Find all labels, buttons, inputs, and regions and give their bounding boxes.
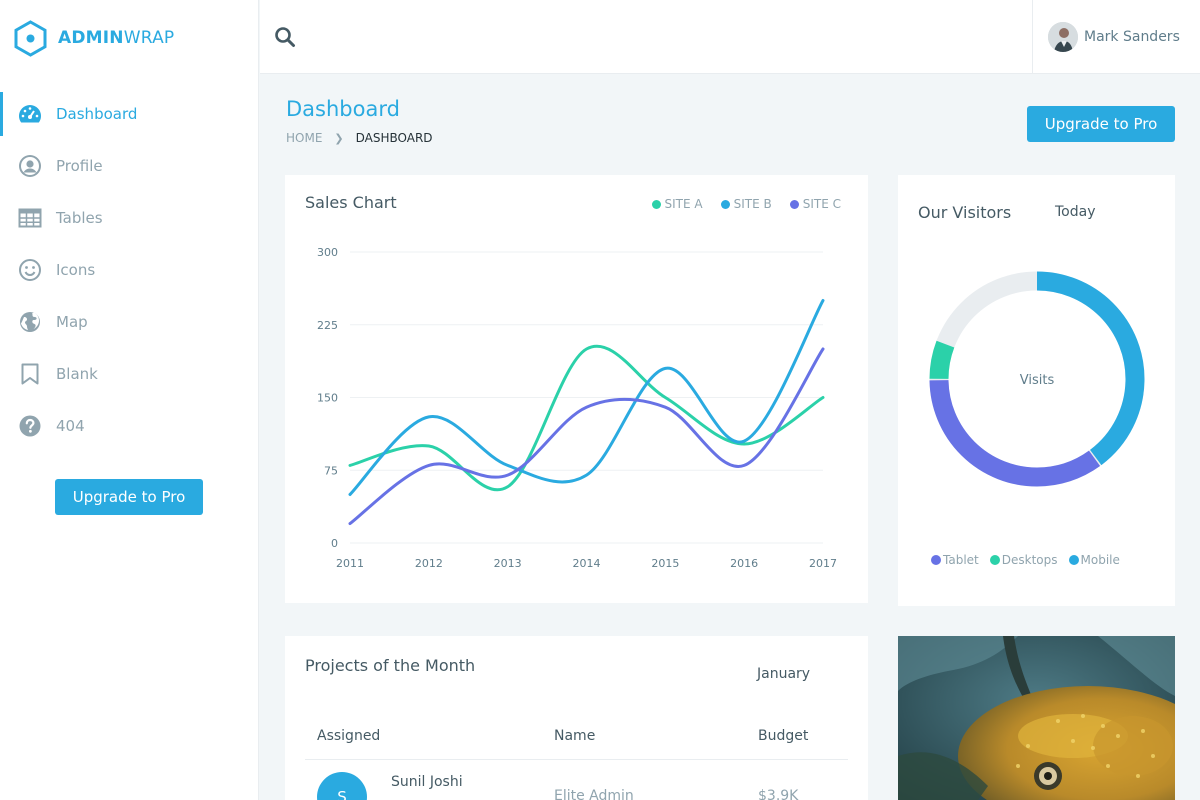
brand-logo[interactable]: ADMINWRAP xyxy=(14,19,175,57)
column-header-assigned: Assigned xyxy=(317,728,381,744)
sidebar-item-map[interactable]: Map xyxy=(0,296,259,348)
x-tick-label: 2014 xyxy=(573,557,601,570)
x-tick-label: 2012 xyxy=(415,557,443,570)
breadcrumb-home[interactable]: HOME xyxy=(286,131,323,145)
sidebar: ADMINWRAP Dashboard Profile Tables Icons xyxy=(0,0,259,800)
project-name: Elite Admin xyxy=(554,788,634,800)
sidebar-nav: Dashboard Profile Tables Icons Map xyxy=(0,88,259,452)
donut-slice-tablet xyxy=(929,271,1145,487)
sales-chart-legend: SITE A SITE B SITE C xyxy=(634,197,841,211)
legend-dot xyxy=(989,555,1000,565)
x-tick-label: 2016 xyxy=(730,557,758,570)
sales-chart-card: 0 75 150 225 300 2011 2012 2013 2014 2015 2016 2017… xyxy=(285,175,868,603)
sales-chart-title: Sales Chart xyxy=(305,193,397,212)
question-circle-icon xyxy=(18,414,42,438)
visitors-title: Our Visitors xyxy=(918,203,1012,222)
header-upgrade-button[interactable]: Upgrade to Pro xyxy=(1027,106,1175,142)
user-circle-icon xyxy=(18,154,42,178)
crab-photo-card xyxy=(898,636,1175,800)
sidebar-item-404[interactable]: 404 xyxy=(0,400,259,452)
legend-item-site-b: SITE B xyxy=(720,197,772,211)
legend-dot xyxy=(720,199,730,209)
projects-card: Projects of the Month January Assigned N… xyxy=(285,636,868,800)
legend-dot xyxy=(789,199,799,209)
series-line-site-c xyxy=(348,347,825,526)
sidebar-item-label: Map xyxy=(56,313,88,331)
y-tick-label: 75 xyxy=(324,464,338,477)
visitors-legend: Tablet Desktops Mobile xyxy=(931,553,1131,567)
sidebar-item-label: Blank xyxy=(56,365,98,383)
legend-item-desktops: Desktops xyxy=(989,553,1058,567)
sidebar-item-label: Tables xyxy=(56,209,103,227)
search-icon[interactable] xyxy=(274,26,296,48)
legend-label: SITE B xyxy=(733,197,772,211)
y-tick-label: 0 xyxy=(331,537,338,550)
topbar: Mark Sanders xyxy=(260,0,1200,74)
legend-item-tablet: Tablet xyxy=(931,553,979,567)
legend-label: SITE C xyxy=(802,197,841,211)
sidebar-item-label: Profile xyxy=(56,157,103,175)
projects-title: Projects of the Month xyxy=(305,656,476,675)
y-tick-label: 150 xyxy=(317,392,338,405)
legend-label: Mobile xyxy=(1080,553,1120,567)
y-tick-label: 300 xyxy=(317,246,338,259)
x-tick-label: 2015 xyxy=(651,557,679,570)
sidebar-item-blank[interactable]: Blank xyxy=(0,348,259,400)
legend-item-mobile: Mobile xyxy=(1068,553,1120,567)
series-line-site-a xyxy=(348,344,825,492)
donut-slice-mobile xyxy=(929,271,1145,487)
dashboard-icon xyxy=(18,102,42,126)
bookmark-icon xyxy=(18,362,42,386)
hexagon-logo-icon xyxy=(14,19,47,57)
table-icon xyxy=(18,206,42,230)
avatar: S xyxy=(317,772,367,800)
column-header-budget: Budget xyxy=(758,728,809,744)
sidebar-item-label: Icons xyxy=(56,261,96,279)
project-budget: $3.9K xyxy=(758,788,799,800)
sales-chart: 0 75 150 225 300 2011 2012 2013 2014 2015 2016 2017 xyxy=(317,246,837,570)
legend-label: Desktops xyxy=(1001,553,1058,567)
donut-center-label: Visits xyxy=(1020,373,1055,388)
assigned-name: Sunil Joshi xyxy=(391,774,463,790)
x-tick-label: 2017 xyxy=(809,557,837,570)
sidebar-item-tables[interactable]: Tables xyxy=(0,192,259,244)
visitors-card: Visits Our Visitors Today Tablet Desktop… xyxy=(898,175,1175,606)
user-name: Mark Sanders xyxy=(1084,29,1180,45)
sidebar-item-profile[interactable]: Profile xyxy=(0,140,259,192)
breadcrumb: HOME ❯ DASHBOARD xyxy=(286,131,433,145)
avatar xyxy=(1048,22,1078,52)
sidebar-item-label: Dashboard xyxy=(56,105,138,123)
x-tick-label: 2013 xyxy=(494,557,522,570)
table-divider xyxy=(305,759,848,760)
crab-image xyxy=(898,636,1175,800)
sidebar-upgrade-button[interactable]: Upgrade to Pro xyxy=(55,479,203,515)
legend-dot xyxy=(651,199,661,209)
projects-month-select[interactable]: January xyxy=(757,666,811,682)
legend-dot xyxy=(1068,555,1079,565)
column-header-name: Name xyxy=(554,728,596,744)
sidebar-item-label: 404 xyxy=(56,417,85,435)
smile-icon xyxy=(18,258,42,282)
brand-name: ADMINWRAP xyxy=(58,28,175,48)
user-menu[interactable]: Mark Sanders xyxy=(1032,0,1200,74)
series-line-site-b xyxy=(348,299,825,496)
legend-item-site-c: SITE C xyxy=(789,197,841,211)
visitors-donut-chart: Visits xyxy=(929,271,1145,487)
y-tick-label: 225 xyxy=(317,319,338,332)
x-tick-label: 2011 xyxy=(336,557,364,570)
chevron-right-icon: ❯ xyxy=(334,131,344,145)
sidebar-item-dashboard[interactable]: Dashboard xyxy=(0,88,259,140)
globe-icon xyxy=(18,310,42,334)
page-title: Dashboard xyxy=(286,97,400,121)
visitors-period[interactable]: Today xyxy=(1055,204,1096,220)
sidebar-item-icons[interactable]: Icons xyxy=(0,244,259,296)
legend-label: SITE A xyxy=(664,197,703,211)
breadcrumb-current: DASHBOARD xyxy=(355,131,433,145)
legend-dot xyxy=(931,555,941,565)
legend-item-site-a: SITE A xyxy=(651,197,703,211)
legend-label: Tablet xyxy=(943,553,979,567)
